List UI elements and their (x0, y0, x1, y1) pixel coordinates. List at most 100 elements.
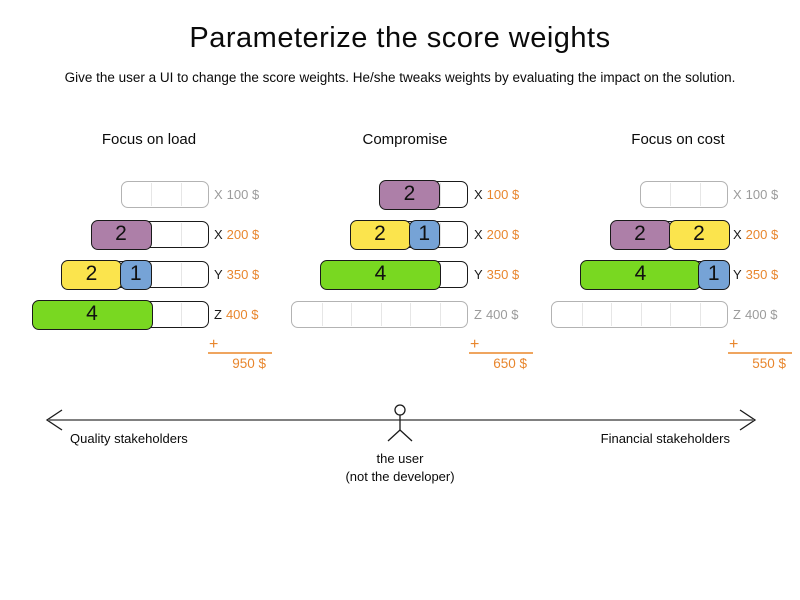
resource-name: X (474, 227, 483, 242)
row-label: Y 350 $ (474, 261, 519, 288)
capacity-bar (551, 301, 728, 328)
total-cost: 950 $ (232, 356, 266, 371)
sum-line (728, 352, 792, 354)
resource-cost: 100 $ (226, 187, 260, 202)
axis-label-left: Quality stakeholders (70, 431, 188, 446)
panel-title: Compromise (362, 131, 448, 148)
total-cost: 650 $ (493, 356, 527, 371)
row-label: Z 400 $ (474, 301, 519, 328)
capacity-bar: 2 2 (609, 219, 730, 250)
user-caption-line1: the user (376, 451, 424, 466)
capacity-bar (291, 301, 468, 328)
resource-cost: 100 $ (745, 187, 779, 202)
unit-divider (180, 263, 182, 286)
unit-divider (670, 183, 671, 206)
page-title: Parameterize the score weights (189, 22, 611, 54)
capacity-bar: 2 (379, 179, 468, 210)
unit-divider (151, 263, 152, 286)
resource-name: Z (214, 307, 222, 322)
plus-sign: + (209, 336, 219, 353)
cost-sum: + 650 $ (469, 336, 533, 371)
resource-name: X (733, 187, 742, 202)
process-block: 2 (668, 219, 730, 250)
resource-name: Y (733, 267, 742, 282)
row-label: X 200 $ (733, 221, 778, 248)
resource-cost: 400 $ (744, 307, 778, 322)
unit-divider (180, 303, 182, 326)
resource-name: Y (214, 267, 223, 282)
capacity-bar: 2 1 (61, 259, 209, 290)
row-label: X 200 $ (214, 221, 259, 248)
resource-cost: 350 $ (745, 267, 779, 282)
row-label: Y 350 $ (214, 261, 259, 288)
subtitle: Give the user a UI to change the score w… (64, 70, 736, 85)
unit-divider (670, 303, 671, 326)
unit-divider (180, 183, 182, 206)
cost-sum: + 550 $ (728, 336, 792, 371)
unit-divider (699, 303, 701, 326)
process-block: 1 (120, 259, 152, 290)
capacity-bar: 4 1 (580, 259, 730, 290)
process-block: 2 (609, 219, 671, 250)
unit-divider (439, 303, 441, 326)
sum-line (208, 352, 272, 354)
process-block: 4 (31, 299, 153, 330)
process-block: 2 (379, 179, 440, 210)
total-cost: 550 $ (752, 356, 786, 371)
row-label: Y 350 $ (733, 261, 778, 288)
row-label: Z 400 $ (733, 301, 778, 328)
capacity-bar: 4 (31, 299, 209, 330)
plus-sign: + (729, 336, 739, 353)
unit-divider (699, 183, 701, 206)
resource-cost: 200 $ (486, 227, 520, 242)
resource-cost: 100 $ (486, 187, 520, 202)
cost-sum: + 950 $ (208, 336, 272, 371)
axis-label-right: Financial stakeholders (600, 431, 730, 446)
resource-cost: 400 $ (225, 307, 259, 322)
process-block: 4 (320, 259, 441, 290)
resource-name: Y (474, 267, 483, 282)
row-label: X 100 $ (214, 181, 259, 208)
unit-divider (439, 223, 441, 246)
process-block: 4 (580, 259, 701, 290)
process-block: 2 (61, 259, 122, 290)
capacity-bar (639, 181, 728, 208)
resource-name: X (214, 187, 223, 202)
unit-divider (380, 303, 382, 326)
unit-divider (581, 303, 583, 326)
unit-divider (439, 183, 441, 206)
capacity-bar: 2 1 (349, 219, 468, 250)
unit-divider (640, 303, 642, 326)
plus-sign: + (470, 336, 480, 353)
sum-line (469, 352, 533, 354)
process-block: 1 (698, 259, 730, 290)
process-block: 2 (349, 219, 411, 250)
row-label: Z 400 $ (214, 301, 259, 328)
row-label: X 100 $ (733, 181, 778, 208)
capacity-bar (120, 181, 209, 208)
stick-figure-icon (387, 404, 413, 442)
panel-title: Focus on load (101, 131, 197, 148)
resource-name: X (474, 187, 483, 202)
resource-cost: 400 $ (485, 307, 519, 322)
unit-divider (611, 303, 612, 326)
row-label: X 100 $ (474, 181, 519, 208)
resource-name: Z (474, 307, 482, 322)
stakeholder-axis (45, 404, 757, 442)
user-caption-line2: (not the developer) (345, 469, 455, 484)
process-block: 2 (90, 219, 152, 250)
resource-name: X (214, 227, 223, 242)
process-block: 1 (408, 219, 440, 250)
row-label: X 200 $ (474, 221, 519, 248)
resource-cost: 200 $ (745, 227, 779, 242)
unit-divider (151, 183, 152, 206)
unit-divider (410, 303, 411, 326)
capacity-bar: 2 (90, 219, 209, 250)
resource-cost: 350 $ (486, 267, 520, 282)
capacity-bar: 4 (320, 259, 468, 290)
arrow-left-icon (45, 409, 63, 431)
unit-divider (180, 223, 182, 246)
unit-divider (151, 223, 152, 246)
resource-cost: 200 $ (226, 227, 260, 242)
panel-title: Focus on cost (631, 131, 725, 148)
